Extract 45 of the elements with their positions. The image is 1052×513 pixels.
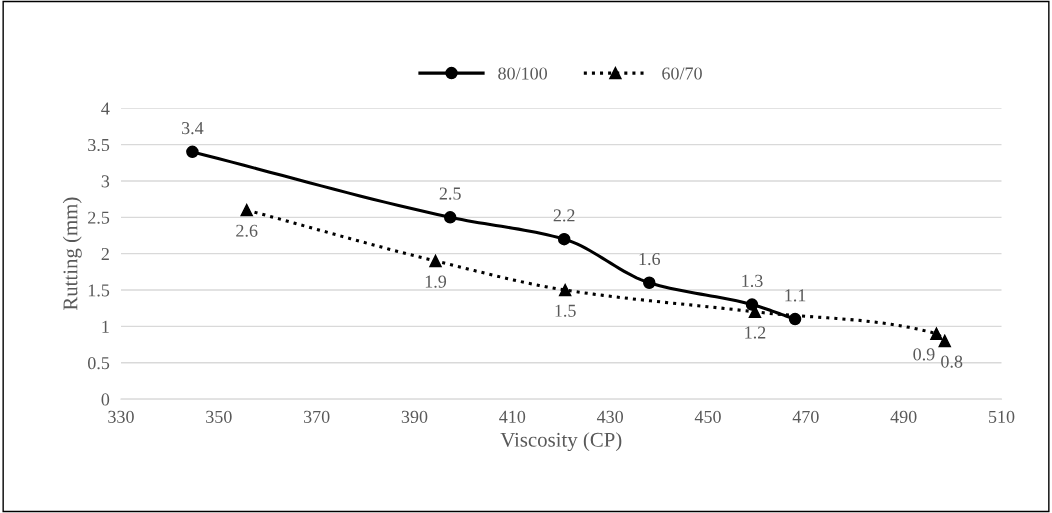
data-label: 1.1 — [785, 289, 806, 302]
y-tick-label: 3.5 — [88, 138, 110, 152]
data-label: 2.5 — [439, 187, 461, 200]
point — [443, 211, 457, 224]
point — [930, 327, 943, 340]
x-tick-label: 450 — [694, 410, 721, 423]
y-tick-label: 3 — [101, 175, 110, 188]
y-tick-label: 4 — [101, 102, 110, 115]
point — [186, 145, 199, 159]
point — [429, 254, 442, 268]
data-label: 2.6 — [236, 224, 258, 237]
point — [938, 334, 952, 348]
data-label: 1.5 — [555, 304, 576, 317]
y-tick-label: 1 — [102, 320, 109, 333]
x-tick-label: 510 — [989, 410, 1015, 423]
y-tick-label: 1.5 — [88, 284, 110, 297]
x-tick-label: 410 — [499, 410, 526, 423]
data-label: 1.6 — [639, 252, 661, 266]
y-axis-title: Rutting (mm) — [62, 197, 82, 311]
x-tick-label: 330 — [108, 410, 134, 423]
y-tick-label: 2.5 — [88, 211, 110, 224]
data-label: 3.4 — [181, 122, 204, 135]
data-label: 2.2 — [553, 209, 575, 222]
x-tick-label: 470 — [792, 410, 819, 423]
point — [643, 276, 656, 290]
point — [788, 312, 802, 326]
x-tick-label: 370 — [303, 410, 330, 423]
x-tick-label: 390 — [401, 410, 428, 423]
y-tick-label: 2 — [101, 247, 109, 260]
data-label: 1.9 — [425, 275, 447, 288]
point — [558, 283, 572, 297]
x-axis-title: Viscosity (CP) — [500, 432, 622, 452]
y-tick-label: 0.5 — [87, 357, 110, 370]
data-label: 1.2 — [745, 326, 766, 339]
x-tick-label: 350 — [206, 410, 232, 423]
point — [557, 232, 571, 246]
data-label: 0.9 — [913, 348, 935, 361]
data-label: 0.8 — [941, 355, 963, 368]
x-tick-label: 490 — [890, 410, 917, 423]
y-tick-label: 0 — [101, 393, 110, 406]
x-tick-label: 430 — [596, 410, 624, 423]
point — [240, 203, 253, 217]
legend-label: 60/70 — [662, 67, 702, 80]
legend-label: 80/100 — [498, 67, 548, 80]
data-label: 1.3 — [742, 274, 763, 287]
